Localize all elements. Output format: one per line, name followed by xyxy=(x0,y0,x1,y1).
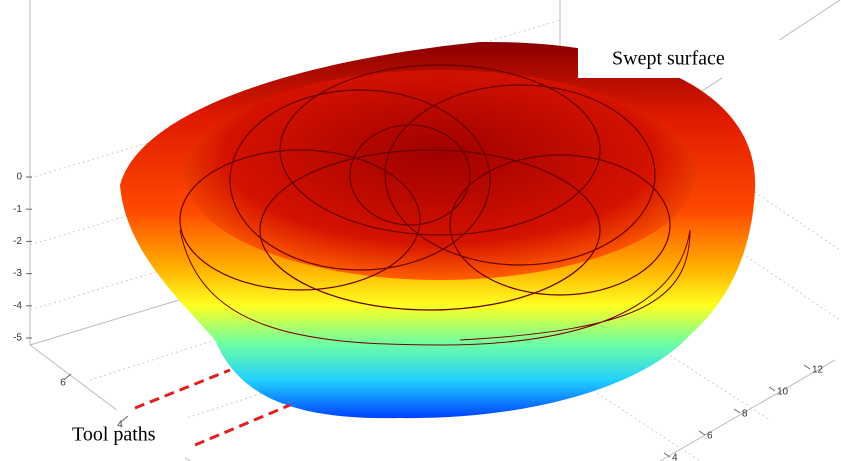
x-tick xyxy=(65,374,71,379)
y-tick-label: 10 xyxy=(777,387,789,398)
y-tick xyxy=(804,365,810,369)
surface xyxy=(120,42,755,418)
z-tick-label: -4 xyxy=(13,300,22,311)
y-tick-label: 12 xyxy=(812,365,824,376)
z-tick-label: -2 xyxy=(13,236,22,247)
z-tick-label: -1 xyxy=(13,204,22,215)
annotation: Swept surface xyxy=(612,48,725,70)
y-tick-label: 6 xyxy=(707,431,713,442)
z-tick-label: -3 xyxy=(13,268,22,279)
annotation: Tool paths xyxy=(72,424,156,446)
y-tick-label: 8 xyxy=(742,409,748,420)
chart: Swept surface Tool paths 0 -1 -2 -3 -4 -5 12 10… xyxy=(0,0,841,461)
z-tick-label: 0 xyxy=(16,172,22,183)
y-tick xyxy=(734,409,740,413)
y-tick xyxy=(769,387,775,391)
z-tick-label: -5 xyxy=(13,333,22,344)
x-tick-label: 4 xyxy=(117,420,123,431)
y-tick-label: 4 xyxy=(672,453,678,461)
x-tick-label: 6 xyxy=(60,378,66,389)
y-tick xyxy=(699,431,705,435)
